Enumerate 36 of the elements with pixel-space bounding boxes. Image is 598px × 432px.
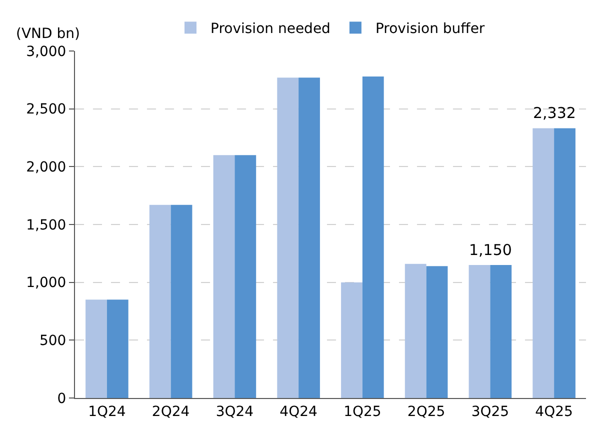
bar: [404, 264, 426, 398]
y-axis-title: (VND bn): [16, 26, 80, 42]
x-tick-label: 1Q24: [88, 404, 126, 420]
bar: [86, 300, 107, 398]
x-tick-label: 3Q25: [471, 404, 510, 420]
bar: [298, 78, 320, 398]
annotation: 2,332: [533, 104, 576, 122]
bar: [532, 128, 554, 398]
y-tick-label: 3,000: [26, 44, 66, 60]
y-tick-label: 1,000: [26, 275, 66, 292]
bar: [170, 204, 192, 398]
x-tick-label: 2Q25: [407, 404, 446, 420]
x-tick-label: 1Q25: [344, 404, 382, 420]
bar: [426, 266, 448, 398]
y-tick-label: 500: [39, 333, 66, 350]
bar: [213, 155, 235, 398]
legend-label: Provision buffer: [375, 21, 485, 38]
x-tick-label: 4Q25: [535, 404, 573, 420]
legend-label: Provision needed: [210, 21, 330, 38]
y-tick-label: 2,000: [26, 160, 66, 176]
bar: [554, 128, 576, 398]
y-tick-label: 1,500: [26, 217, 66, 234]
bar: [362, 76, 384, 398]
bar: [277, 78, 299, 398]
x-tick-label: 4Q24: [280, 404, 318, 420]
annotation: 1,150: [469, 241, 512, 259]
bar: [149, 204, 171, 398]
y-tick-label: 2,500: [26, 102, 66, 118]
x-tick-label: 2Q24: [152, 404, 190, 420]
bar: [490, 264, 512, 398]
bar: [468, 264, 490, 398]
bar: [341, 282, 362, 398]
bar: [106, 300, 128, 398]
x-tick-label: 3Q24: [216, 404, 254, 420]
y-tick-label: 0: [57, 390, 66, 407]
bar: [234, 155, 256, 398]
